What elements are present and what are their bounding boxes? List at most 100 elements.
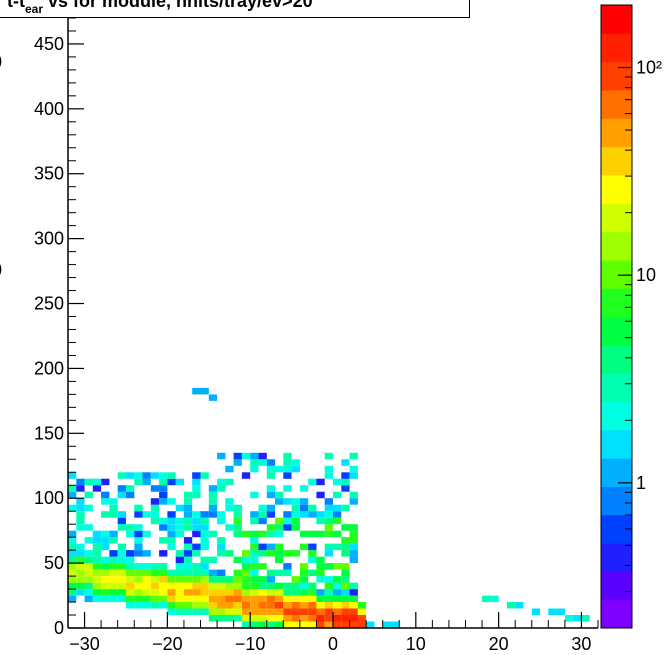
heatmap-cell [76,589,85,596]
heatmap-cell [159,569,168,577]
heatmap-cell [250,517,259,525]
heatmap-cell [324,595,333,603]
heatmap-cell [225,608,234,615]
heatmap-cell [225,576,234,583]
heatmap-cell [76,582,85,590]
heatmap-cell [225,478,234,486]
colorbar-segment [601,571,632,601]
heatmap-cell [192,595,201,603]
heatmap-cell [92,589,102,596]
heatmap-cell [482,595,491,603]
heatmap-cell [217,595,226,603]
heatmap-cell [275,589,284,596]
heatmap-cell [324,498,333,505]
heatmap-cell [324,543,333,551]
heatmap-cell [117,472,126,479]
heatmap-cell [324,589,333,596]
colorbar-segment [601,401,632,431]
heatmap-cell [76,517,85,525]
heatmap-cell [324,576,333,583]
heatmap-cell [142,569,151,577]
heatmap-cell [291,498,300,505]
heatmap-cell [117,556,126,564]
heatmap-cell [266,576,276,583]
heatmap-cell [142,511,151,518]
heatmap-cell [208,530,218,538]
heatmap-cell [341,472,350,479]
heatmap-cell [167,602,176,609]
y-tick-label: 400 [34,99,64,119]
heatmap-cell [233,452,242,460]
heatmap-cell [299,615,309,622]
heatmap-cell [175,582,184,590]
chart-title-suffix: vs for module, nhits/tray/ev>20 [43,0,313,11]
heatmap-cell [126,582,135,590]
heatmap-cell [84,582,93,590]
heatmap-cell [208,569,218,577]
heatmap-cell [126,524,135,531]
heatmap-cell [200,524,209,531]
heatmap-cell [357,608,367,615]
heatmap-cell [283,452,292,460]
heatmap-cell [68,595,77,603]
heatmap-cell [333,576,342,583]
heatmap-cell [266,491,276,499]
heatmap-cell [192,524,201,531]
heatmap-cell [109,582,118,590]
heatmap-cell [92,485,102,492]
heatmap-cell [167,582,176,590]
heatmap-cell [175,576,184,583]
heatmap-cell [208,556,218,564]
heatmap-cell [167,589,176,596]
heatmap-cell [324,465,333,473]
edge-label-left-top: 0 [0,52,2,73]
heatmap-cell [208,491,218,499]
heatmap-cell [275,465,284,473]
heatmap-cell [109,530,118,538]
heatmap-cell [142,589,151,596]
heatmap-cell [333,530,342,538]
heatmap-cell [92,537,102,544]
heatmap-cell [117,582,126,590]
heatmap-cell [258,550,267,557]
heatmap-cell [225,589,234,596]
x-tick-label: −30 [69,634,100,654]
heatmap-cell [159,478,168,486]
heatmap-cell [126,485,135,492]
heatmap-cell [341,550,350,557]
heatmap-cell [192,608,201,615]
heatmap-cell [233,576,242,583]
heatmap-cell [275,556,284,564]
heatmap-cell [299,582,309,590]
heatmap-cell [225,465,234,473]
heatmap-cell [208,504,218,512]
heatmap-cell [109,550,118,557]
heatmap-cell [506,602,516,609]
heatmap-cell [150,563,160,570]
heatmap-cell [564,615,574,622]
heatmap-cell [200,582,209,590]
heatmap-cell [324,452,333,460]
heatmap-cell [217,569,226,577]
heatmap-cell [167,595,176,603]
colorbar-segment [601,373,632,402]
heatmap-cell [101,478,110,486]
y-tick-label: 300 [34,229,64,249]
heatmap-cell [283,582,292,590]
colorbar-segment [601,458,632,487]
heatmap-cell [357,615,367,622]
heatmap-cell [308,543,317,551]
heatmap-cell [117,485,126,492]
heatmap-cell [341,615,350,622]
heatmap-cell [299,563,309,570]
heatmap-cell [573,615,582,622]
heatmap-cell [134,530,143,538]
heatmap-cell [241,621,251,628]
heatmap-cell [117,563,126,570]
heatmap-cell [200,595,209,603]
heatmap-cell [167,517,176,525]
heatmap-cell [266,543,276,551]
heatmap-cell [275,543,284,551]
heatmap-cell [299,569,309,577]
heatmap-cell [126,550,135,557]
